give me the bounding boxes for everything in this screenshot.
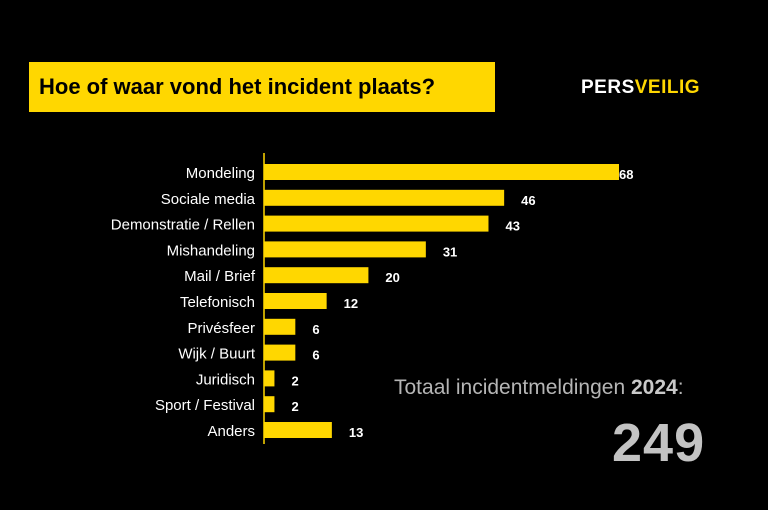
bar (264, 318, 296, 335)
bar (264, 267, 369, 284)
bar (264, 422, 332, 438)
value-label: 2 (291, 373, 298, 388)
value-label: 31 (443, 244, 457, 259)
value-label: 20 (385, 270, 399, 285)
value-label: 68 (619, 167, 633, 182)
bar (264, 241, 426, 258)
bar (264, 293, 327, 309)
persveilig-logo: PERSVEILIG (581, 77, 700, 99)
category-label: Anders (207, 423, 255, 440)
category-label: Privésfeer (187, 320, 255, 337)
total-label: Totaal incidentmeldingen 2024: (394, 376, 684, 400)
bar (264, 215, 489, 232)
category-label: Demonstratie / Rellen (111, 217, 255, 234)
chart-title-box: Hoe of waar vond het incident plaats? (29, 62, 495, 112)
category-label: Mail / Brief (184, 268, 256, 285)
bar (264, 396, 275, 413)
logo-part-pers: PERS (581, 77, 635, 98)
category-label: Sport / Festival (155, 397, 255, 414)
category-label: Mishandeling (167, 242, 255, 259)
bar (264, 344, 296, 361)
total-suffix: : (677, 376, 684, 399)
value-label: 13 (349, 425, 363, 440)
value-label: 46 (521, 193, 535, 208)
category-label: Telefonisch (180, 294, 255, 311)
value-label: 6 (312, 348, 319, 363)
total-value: 249 (612, 413, 706, 473)
logo-part-veilig: VEILIG (634, 77, 701, 98)
total-label-text: Totaal incidentmeldingen (394, 376, 631, 399)
bar (264, 370, 275, 387)
value-label: 12 (344, 296, 358, 311)
value-label: 2 (291, 399, 298, 414)
category-label: Juridisch (196, 371, 255, 388)
bar (264, 164, 619, 180)
value-label: 6 (312, 322, 319, 337)
chart-title: Hoe of waar vond het incident plaats? (39, 74, 436, 99)
value-label: 43 (505, 219, 519, 234)
bar (264, 189, 505, 206)
total-year: 2024 (631, 376, 678, 399)
category-label: Mondeling (186, 165, 255, 182)
category-label: Wijk / Buurt (178, 346, 256, 363)
category-label: Sociale media (161, 191, 256, 208)
